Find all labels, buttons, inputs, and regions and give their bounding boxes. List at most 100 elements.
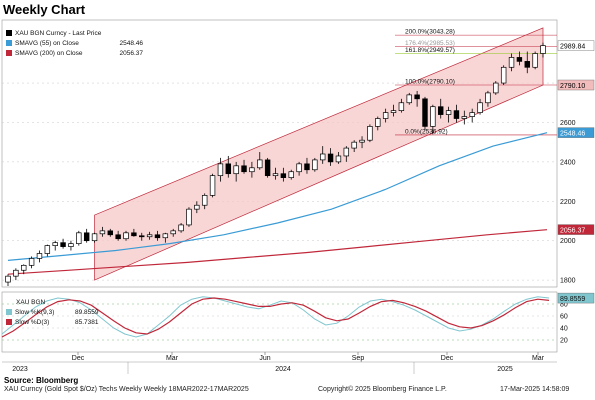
legend-item-slow-d: Slow %D(3) 85.7381 (6, 317, 99, 327)
candle-body (327, 153, 334, 163)
candle-body (516, 57, 523, 62)
candle-body (390, 110, 397, 113)
footer-copyright: Copyright© 2025 Bloomberg Finance L.P. (318, 386, 447, 393)
candle-body (257, 159, 263, 169)
candle-body (170, 230, 176, 235)
candle-body (493, 82, 499, 94)
sma55-line (7, 132, 548, 261)
chart-title: Weekly Chart (3, 2, 86, 17)
stoch-tag-k (557, 292, 595, 304)
slow-k-line (1, 296, 550, 338)
slow-d-line (1, 297, 550, 338)
candle-body (107, 230, 113, 236)
candle-body (312, 159, 318, 171)
candle-body (264, 159, 271, 177)
candle-body (532, 53, 538, 68)
candle-body (139, 235, 145, 238)
y-tick-label: 2400 (560, 159, 576, 166)
x-month-label: Jun (259, 355, 270, 362)
stoch-tick-label: 80 (560, 302, 568, 309)
price-tag (557, 79, 595, 91)
price-tag-label: 2056.37 (560, 227, 585, 234)
candle-body (241, 165, 247, 173)
candle-body (52, 242, 58, 246)
candle-body (438, 106, 444, 115)
main-legend: XAU BGN Curncy - Last Price SMAVG (55) o… (6, 28, 143, 58)
candle-body (540, 45, 546, 54)
candle-body (249, 167, 255, 173)
legend-swatch-price (6, 30, 12, 36)
candle-body (178, 224, 184, 232)
candle-body (351, 141, 357, 149)
footer-description: XAU Curncy (Gold Spot $/Oz) Techs Weekly… (4, 386, 249, 393)
candle-body (343, 147, 350, 157)
candle-body (296, 163, 302, 173)
candle-body (233, 165, 239, 175)
candle-body (288, 171, 294, 178)
x-month-label: Dec (441, 355, 454, 362)
legend-item-sma55: SMAVG (55) on Close 2548.46 (6, 38, 143, 48)
price-tag (557, 40, 595, 51)
legend-swatch-slow-d (6, 319, 12, 325)
candle-body (225, 163, 232, 175)
candle-body (382, 112, 389, 119)
y-tick-label: 2600 (560, 120, 576, 127)
legend-main-title: XAU BGN Curncy - Last Price (6, 28, 143, 38)
candle-body (36, 253, 43, 259)
candle-body (406, 94, 412, 104)
candle-body (99, 230, 106, 235)
candle-body (508, 57, 515, 68)
candle-body (500, 66, 507, 84)
candle-body (123, 232, 129, 240)
candle-body (477, 102, 483, 113)
x-year-label: 2025 (497, 366, 513, 373)
fib-level-label: 100.0%(2790.10) (405, 79, 455, 86)
candle-body (201, 195, 208, 206)
y-tick-label: 2000 (560, 238, 576, 245)
legend-item-slow-k: Slow %K(9,3) 89.8559 (6, 307, 99, 317)
candle-body (335, 155, 342, 163)
source-note: Source: Bloomberg (4, 376, 79, 385)
candle-body (186, 208, 192, 226)
candle-body (28, 258, 35, 266)
candle-body (83, 232, 90, 242)
fib-level-label: 176.4%(2985.53) (405, 40, 455, 47)
x-year-label: 2023 (12, 366, 28, 373)
price-tag-label: 2790.10 (560, 83, 585, 90)
candle-body (485, 92, 491, 104)
candle-body (375, 118, 381, 127)
candle-body (430, 106, 436, 127)
price-tag-label: 2548.46 (560, 130, 585, 137)
price-tag (557, 224, 595, 235)
legend-item-sma200: SMAVG (200) on Close 2056.37 (6, 48, 143, 58)
candle-body (422, 98, 428, 127)
fib-level-label: 161.8%(2949.57) (405, 47, 455, 54)
fib-level-label: 200.0%(3043.28) (405, 29, 455, 36)
sma200-line (7, 229, 548, 275)
candle-body (414, 94, 420, 100)
candle-body (398, 102, 405, 111)
candle-body (115, 234, 121, 240)
candle-body (272, 173, 279, 177)
candle-body (162, 233, 169, 239)
footer-timestamp: 17-Mar-2025 14:58:09 (500, 386, 570, 393)
candle-body (469, 112, 475, 117)
candle-body (524, 61, 530, 68)
stoch-tag-k-label: 89.8559 (560, 296, 585, 303)
candle-body (445, 110, 452, 115)
candle-body (194, 204, 200, 210)
candle-body (44, 245, 51, 254)
stoch-tick-label: 60 (560, 314, 568, 321)
x-month-label: Dec (72, 355, 85, 362)
price-tag (557, 127, 595, 138)
candle-body (367, 126, 373, 141)
candle-body (209, 175, 216, 196)
y-tick-label: 1800 (560, 278, 576, 285)
candle-body (76, 232, 82, 244)
x-month-label: Mar (166, 355, 179, 362)
candle-body (146, 234, 153, 238)
x-month-label: Sep (352, 355, 365, 362)
legend-swatch-sma55 (6, 40, 12, 46)
y-tick-label: 2200 (560, 199, 576, 206)
candle-body (217, 163, 224, 177)
